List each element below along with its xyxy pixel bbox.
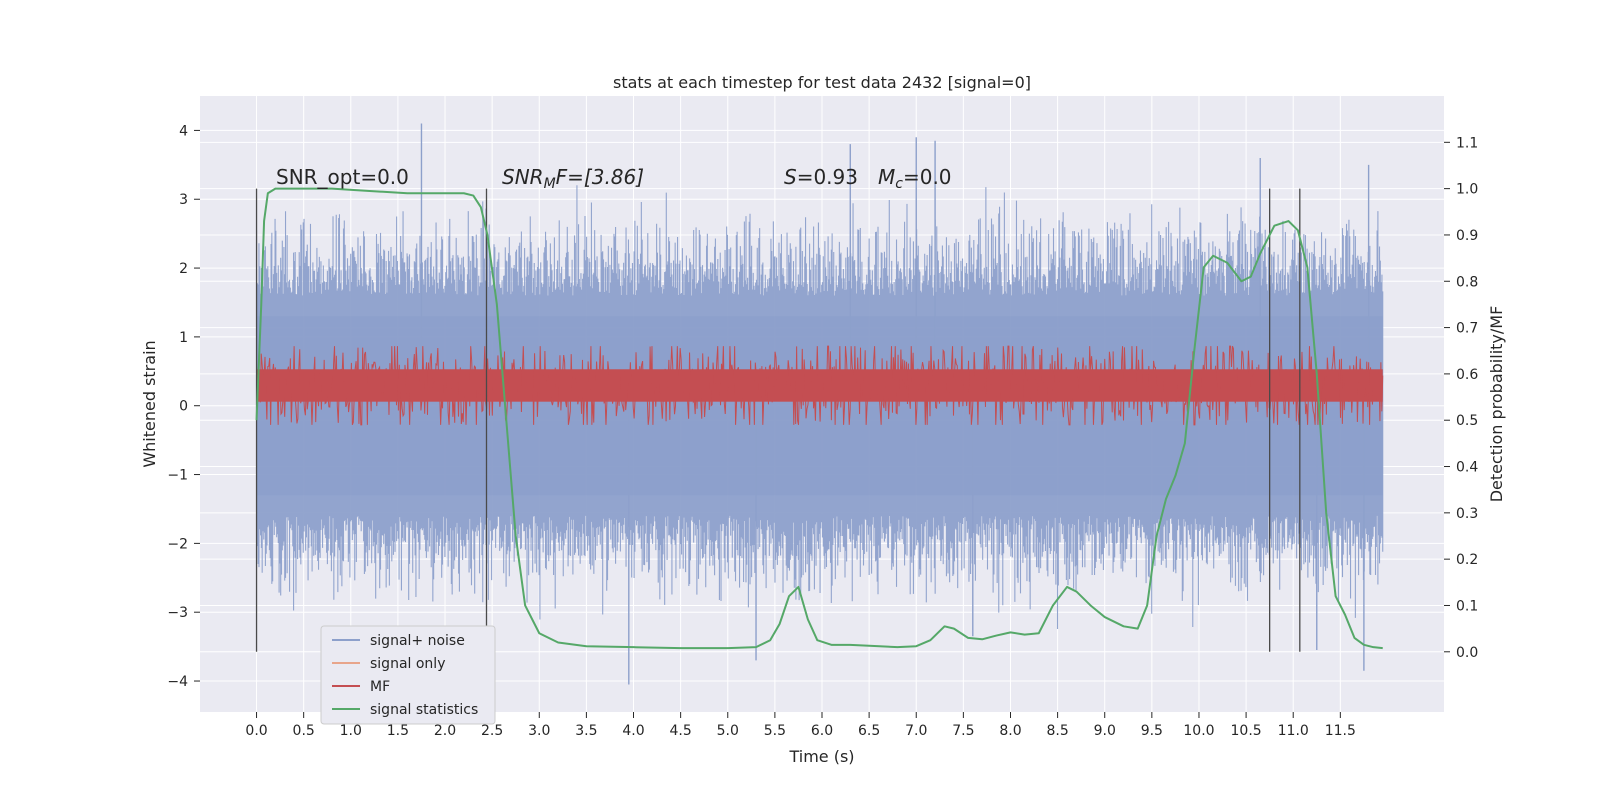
x-tick-label: 9.0 [1094, 723, 1116, 739]
legend-box [320, 625, 496, 725]
x-tick-label: 11.5 [1325, 723, 1356, 739]
y-tick-label: 3 [179, 192, 188, 208]
y-tick-label: −4 [167, 674, 188, 690]
annotation-mc-label: M [878, 165, 895, 189]
y2-axis-ticks: 1.1 1.0 0.9 0.8 0.7 0.6 0.5 0.4 0.3 0.2 0.1 0.0 [1444, 135, 1478, 661]
x-tick-label: 8.0 [999, 723, 1021, 739]
y2-tick-label: 0.1 [1456, 598, 1478, 614]
y2-tick-label: 0.4 [1456, 460, 1478, 476]
y-tick-label: −2 [167, 536, 188, 552]
annotation-s: S=0.93 [784, 165, 858, 189]
x-tick-label: 1.0 [340, 723, 362, 739]
x-tick-label: 2.5 [481, 723, 503, 739]
annotation-snr-opt: SNR_opt=0.0 [276, 165, 409, 189]
legend-label-signal-noise: signal+ noise [370, 633, 465, 649]
y2-tick-label: 0.3 [1456, 506, 1478, 522]
y-tick-label: −1 [167, 468, 188, 484]
x-axis-label: Time (s) [788, 747, 854, 766]
y2-tick-label: 0.8 [1456, 274, 1478, 290]
y2-tick-label: 0.9 [1456, 228, 1478, 244]
legend-label-signal-statistics: signal statistics [370, 702, 478, 718]
y-tick-label: −3 [167, 605, 188, 621]
vertical-markers [255, 188, 1301, 652]
x-axis-ticks: 0.0 0.5 1.0 1.5 2.0 2.5 3.0 3.5 4.0 4.5 5.0 5.5 6.0 6… [245, 712, 1356, 739]
x-tick-label: 10.0 [1183, 723, 1214, 739]
chart-title: stats at each timestep for test data 243… [613, 73, 1031, 92]
y-tick-label: 4 [179, 123, 188, 139]
y2-tick-label: 1.1 [1456, 135, 1478, 151]
annotation-mc: Mc=0.0 [878, 165, 952, 192]
y-axis-label: Whitened strain [140, 340, 159, 467]
y-tick-label: 2 [179, 261, 188, 277]
y2-tick-label: 1.0 [1456, 182, 1478, 198]
legend: signal+ noise signal only MF signal stat… [320, 625, 496, 725]
x-tick-label: 7.0 [905, 723, 927, 739]
x-tick-label: 8.5 [1046, 723, 1068, 739]
annotation-mc-sub: c [895, 176, 903, 192]
x-tick-label: 3.0 [528, 723, 550, 739]
y2-tick-label: 0.2 [1456, 552, 1478, 568]
y2-tick-label: 0.7 [1456, 321, 1478, 337]
y2-tick-label: 0.5 [1456, 413, 1478, 429]
x-tick-label: 10.5 [1231, 723, 1262, 739]
y-axis-ticks: 4 3 2 1 0 −1 −2 −3 −4 [167, 123, 200, 690]
signal-statistics-line [255, 187, 1383, 650]
x-tick-label: 6.5 [858, 723, 880, 739]
x-tick-label: 11.0 [1278, 723, 1309, 739]
x-tick-label: 0.5 [293, 723, 315, 739]
annotation-mc-value: =0.0 [903, 165, 952, 189]
legend-label-mf: MF [370, 679, 390, 695]
annotation-s-value: =0.93 [797, 165, 858, 189]
annotation-snr-mf-rest: F=[3.86] [556, 165, 644, 189]
y2-axis-label: Detection probability/MF [1487, 306, 1506, 503]
annotation-snr-mf-main: SNR [502, 165, 544, 189]
x-tick-label: 2.0 [434, 723, 456, 739]
series-signal-statistics [255, 187, 1383, 650]
mf-trace [256, 345, 1384, 426]
x-tick-label: 0.0 [245, 723, 267, 739]
annotation-s-label: S [784, 165, 797, 189]
y-tick-label: 1 [179, 330, 188, 346]
x-tick-label: 1.5 [387, 723, 409, 739]
y-tick-label: 0 [179, 399, 188, 415]
x-tick-label: 3.5 [575, 723, 597, 739]
noise-peaks [420, 123, 1370, 685]
x-tick-label: 6.0 [811, 723, 833, 739]
series-mf [256, 345, 1384, 426]
x-tick-label: 5.0 [717, 723, 739, 739]
x-tick-label: 5.5 [764, 723, 786, 739]
x-tick-label: 4.0 [622, 723, 644, 739]
x-tick-label: 7.5 [952, 723, 974, 739]
y2-tick-label: 0.6 [1456, 367, 1478, 383]
x-tick-label: 9.5 [1141, 723, 1163, 739]
annotation-snr-mf: SNRMF=[3.86] [502, 165, 644, 192]
annotation-snr-mf-sub: M [544, 176, 556, 192]
x-tick-label: 4.5 [670, 723, 692, 739]
legend-label-signal-only: signal only [370, 656, 445, 672]
y2-tick-label: 0.0 [1456, 645, 1478, 661]
